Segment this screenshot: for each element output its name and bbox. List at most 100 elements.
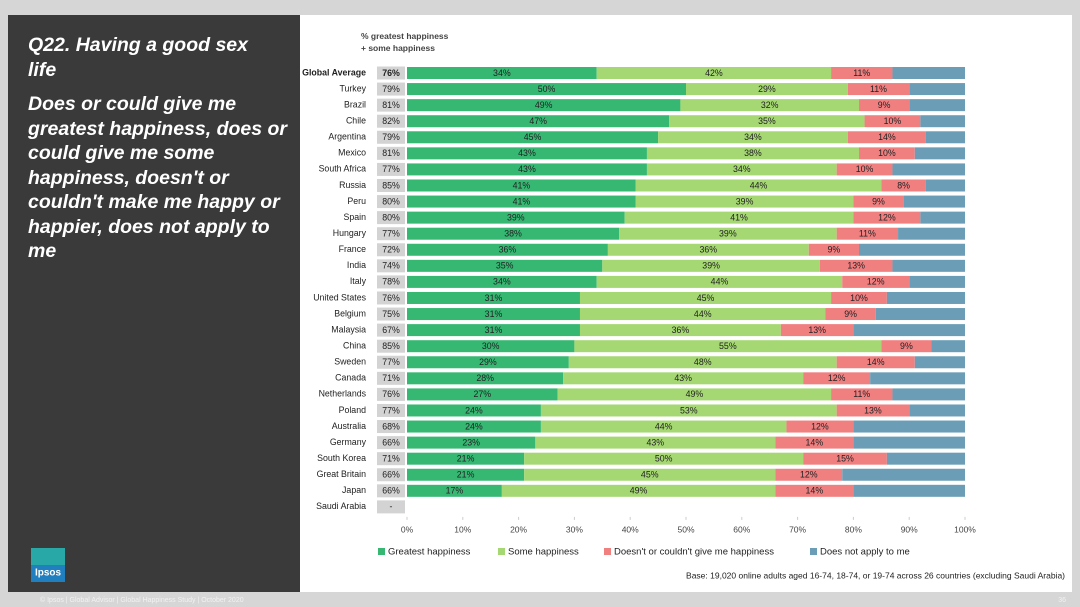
- bar-segment: [568, 356, 837, 369]
- score-box: [377, 114, 405, 128]
- value-label: 12%: [800, 470, 818, 480]
- value-label: 14%: [878, 132, 896, 142]
- bar-segment: [920, 115, 965, 128]
- value-label: 12%: [828, 373, 846, 383]
- score-label: 77%: [382, 405, 400, 415]
- page-number: 36: [1058, 597, 1066, 604]
- bar-segment: [786, 420, 854, 433]
- bar-segment: [407, 211, 625, 224]
- category-label: Sweden: [334, 357, 366, 367]
- score-box: [377, 178, 405, 192]
- value-label: 21%: [457, 454, 475, 464]
- value-label: 14%: [806, 437, 824, 447]
- value-label: 9%: [878, 100, 891, 110]
- value-label: 31%: [485, 293, 503, 303]
- legend-label: Does not apply to me: [820, 547, 910, 558]
- value-label: 35%: [496, 261, 514, 271]
- bar-segment: [524, 452, 804, 465]
- legend-label: Doesn't or couldn't give me happiness: [614, 547, 774, 558]
- bar-segment: [563, 372, 804, 385]
- bar-segment: [853, 484, 965, 497]
- score-box: [377, 275, 405, 289]
- bar-segment: [619, 227, 837, 240]
- value-label: 14%: [806, 486, 824, 496]
- category-label: Global Average: [302, 67, 366, 77]
- x-tick-label: 90%: [901, 524, 918, 534]
- x-tick-label: 50%: [677, 524, 694, 534]
- bar-segment: [864, 115, 921, 128]
- bar-segment: [407, 388, 558, 401]
- bar-segment: [831, 291, 887, 304]
- left-panel: [8, 15, 300, 592]
- value-label: 48%: [694, 357, 712, 367]
- value-label: 11%: [870, 84, 887, 94]
- legend-swatch: [378, 548, 385, 555]
- bar-segment: [825, 308, 876, 321]
- value-label: 44%: [655, 421, 673, 431]
- score-box: [377, 355, 405, 369]
- bar-segment: [775, 468, 843, 481]
- value-label: 12%: [878, 212, 896, 222]
- score-label: 76%: [382, 68, 400, 78]
- value-label: 13%: [864, 405, 882, 415]
- bar-segment: [686, 83, 848, 96]
- bar-segment: [680, 99, 859, 112]
- x-tick-label: 60%: [733, 524, 750, 534]
- value-label: 31%: [485, 325, 503, 335]
- bar-segment: [858, 243, 965, 256]
- value-label: 50%: [655, 454, 673, 464]
- bar-segment: [831, 67, 893, 79]
- bar-segment: [407, 195, 636, 208]
- bar-segment: [808, 243, 859, 256]
- bar-segment: [579, 308, 826, 321]
- category-label: Poland: [339, 405, 366, 415]
- value-label: 31%: [485, 309, 503, 319]
- value-label: 50%: [538, 84, 556, 94]
- bar-segment: [909, 99, 965, 112]
- score-box: [377, 98, 405, 112]
- value-label: 39%: [719, 229, 737, 239]
- value-label: 39%: [736, 196, 754, 206]
- bar-segment: [819, 259, 893, 272]
- bar-segment: [407, 131, 659, 144]
- bar-segment: [858, 99, 910, 112]
- bar-segment: [646, 147, 859, 160]
- value-label: 45%: [524, 132, 542, 142]
- score-box: [377, 307, 405, 321]
- category-label: Saudi Arabia: [316, 501, 366, 511]
- bar-segment: [842, 468, 965, 481]
- value-label: 10%: [850, 293, 868, 303]
- bar-segment: [831, 388, 893, 401]
- bar-segment: [574, 340, 882, 353]
- value-label: 9%: [900, 341, 913, 351]
- value-label: 11%: [853, 389, 870, 399]
- bar-segment: [407, 484, 502, 497]
- value-label: 28%: [476, 373, 494, 383]
- score-box: [377, 339, 405, 353]
- bar-segment: [775, 484, 854, 497]
- bar-segment: [803, 372, 871, 385]
- bar-segment: [875, 308, 965, 321]
- logo-band: [31, 548, 65, 565]
- bar-segment: [909, 275, 965, 288]
- score-label: 78%: [382, 277, 400, 287]
- value-label: 23%: [462, 437, 480, 447]
- bar-segment: [870, 372, 965, 385]
- bar-segment: [407, 420, 541, 433]
- bar-segment: [540, 404, 837, 417]
- value-label: 42%: [705, 68, 723, 78]
- bar-segment: [909, 404, 965, 417]
- value-label: 36%: [672, 325, 690, 335]
- category-label: Mexico: [338, 148, 366, 158]
- value-label: 43%: [518, 148, 536, 158]
- bar-segment: [407, 163, 647, 176]
- score-box: [377, 420, 405, 434]
- value-label: 45%: [697, 293, 715, 303]
- bar-segment: [853, 195, 904, 208]
- score-label: 66%: [382, 486, 400, 496]
- legend-label: Greatest happiness: [388, 547, 471, 558]
- legend-swatch: [498, 548, 505, 555]
- bar-segment: [847, 131, 926, 144]
- bar-segment: [669, 115, 865, 128]
- value-label: 49%: [535, 100, 553, 110]
